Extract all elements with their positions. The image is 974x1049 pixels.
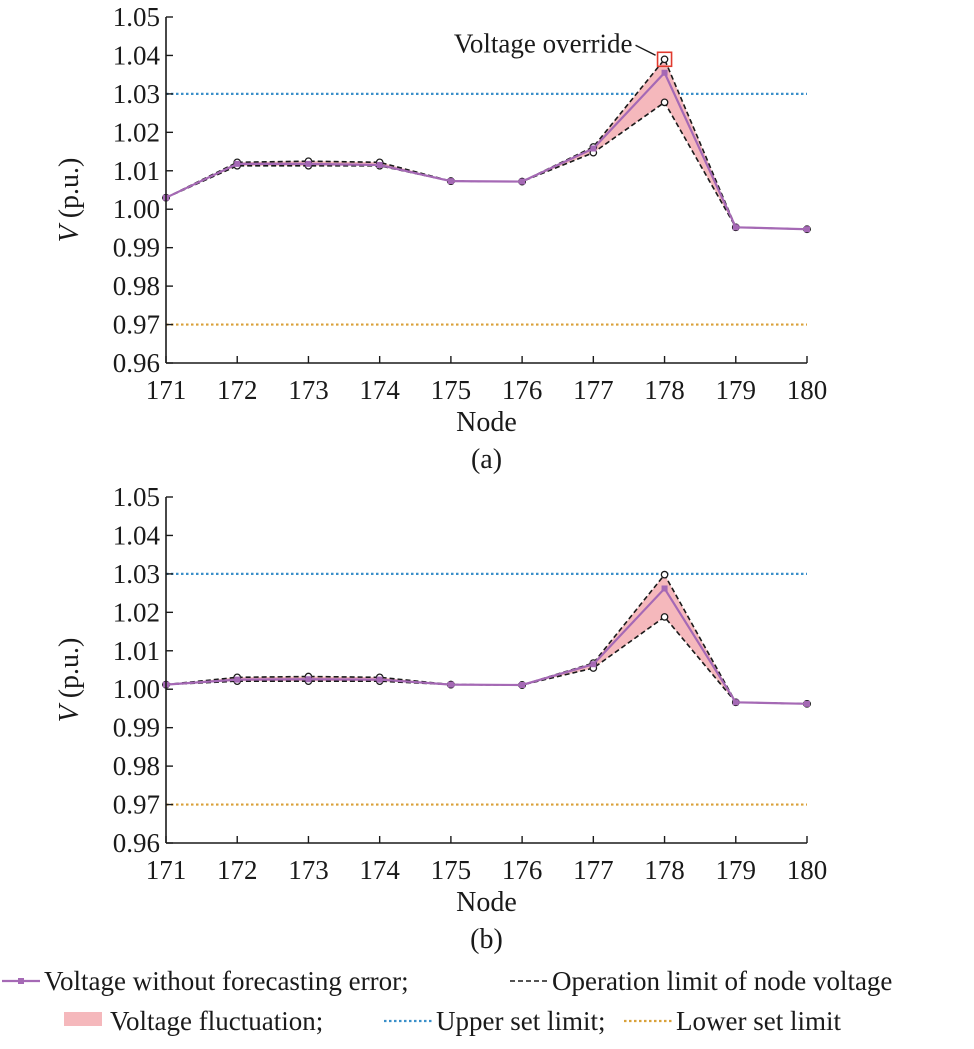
voltage-point [519,681,526,688]
legend-upper-label: Upper set limit; [436,1006,605,1036]
voltage-point [804,700,810,707]
voltage-point [305,676,312,683]
y-axis-label-symbol: V [54,702,85,722]
voltage-point [376,676,383,683]
y-tick-label: 0.99 [113,233,160,263]
y-tick-label: 1.01 [113,636,160,666]
voltage-point [732,699,739,706]
y-tick-label: 0.97 [113,790,160,820]
x-tick-label: 179 [716,375,757,405]
x-axis-label: Node [456,407,517,438]
voltage-line [165,586,808,705]
annotation-label: Voltage override [454,28,633,58]
x-tick-label: 172 [217,375,258,405]
y-tick-label: 1.00 [113,674,160,704]
voltage-point [804,226,810,233]
voltage-point [519,178,526,185]
legend-voltage-label: Voltage without forecasting error; [44,966,409,996]
panel-a: 0.96 0.97 0.98 0.99 1.00 1.01 1.02 1.03 1.04 1.05… [54,2,827,475]
y-axis-label-unit: (p.u.) [54,638,85,706]
legend-voltage-marker [18,978,24,984]
voltage-point [590,145,597,152]
panel-b: 0.96 0.97 0.98 0.99 1.00 1.01 1.02 1.03 1.04 1.05… [54,482,827,955]
annotation-leader [635,44,656,56]
y-tick-label: 1.02 [113,597,160,627]
x-tick-label: 176 [502,375,543,405]
x-tick-label: 180 [787,375,828,405]
x-tick-label: 176 [502,855,543,885]
y-tick-label: 1.03 [113,79,160,109]
operation-limit-upper-point [660,570,669,579]
y-tick-label: 1.02 [113,117,160,147]
x-tick-label: 174 [359,855,400,885]
voltage-point [447,681,454,688]
operation-limit-lower-point [660,613,669,621]
x-tick-label: 175 [431,375,472,405]
y-tick-label: 0.98 [113,751,160,781]
x-tick-label: 177 [573,855,614,885]
voltage-point [590,661,597,668]
voltage-point [234,160,241,167]
operation-limit-upper-line [165,57,808,231]
voltage-point [376,162,383,169]
panel-label: (a) [471,444,502,475]
y-tick-label: 1.03 [113,559,160,589]
voltage-line [165,70,808,231]
y-tick-label: 0.97 [113,310,160,340]
voltage-fluctuation-band [166,59,807,230]
legend-operation-label: Operation limit of node voltage [552,966,892,996]
y-tick-label: 1.01 [113,156,160,186]
voltage-override-marker [656,51,673,68]
y-tick-label: 1.05 [113,482,160,512]
x-tick-label: 173 [288,375,329,405]
voltage-point [234,676,241,683]
x-tick-label: 178 [644,855,685,885]
panel-label: (b) [470,924,503,955]
voltage-point [447,178,454,185]
x-tick-label: 173 [288,855,329,885]
legend-fluctuation-symbol [64,1012,102,1026]
y-tick-label: 1.00 [113,194,160,224]
operation-limit-lower-point [660,98,669,107]
x-tick-label: 171 [146,375,187,405]
operation-limit-upper-point [660,55,669,64]
y-axis-label-unit: (p.u.) [54,158,85,226]
voltage-point [732,224,739,231]
y-axis-label-symbol: V [54,222,85,242]
voltage-point [661,585,668,592]
x-tick-label: 174 [359,375,400,405]
y-axis-label: V (p.u.) [54,158,85,243]
y-tick-label: 1.04 [113,40,161,70]
y-tick-label: 0.96 [113,828,160,858]
legend-fluctuation-label: Voltage fluctuation; [110,1006,323,1036]
y-tick-label: 0.98 [113,271,160,301]
x-tick-label: 175 [431,855,472,885]
x-tick-label: 171 [146,855,187,885]
y-tick-label: 1.04 [113,520,161,550]
voltage-point [661,69,668,76]
x-tick-label: 178 [644,375,685,405]
x-tick-label: 180 [787,855,828,885]
voltage-point [305,160,312,167]
legend-lower-label: Lower set limit [676,1006,841,1036]
x-tick-label: 179 [716,855,757,885]
x-axis-label: Node [456,887,517,918]
y-axis-label: V (p.u.) [54,638,85,723]
x-tick-label: 177 [573,375,614,405]
legend: Voltage without forecasting error; Operat… [2,966,892,1036]
y-tick-label: 0.96 [113,348,160,378]
x-tick-label: 172 [217,855,258,885]
y-tick-label: 0.99 [113,713,160,743]
y-tick-label: 1.05 [113,2,160,32]
